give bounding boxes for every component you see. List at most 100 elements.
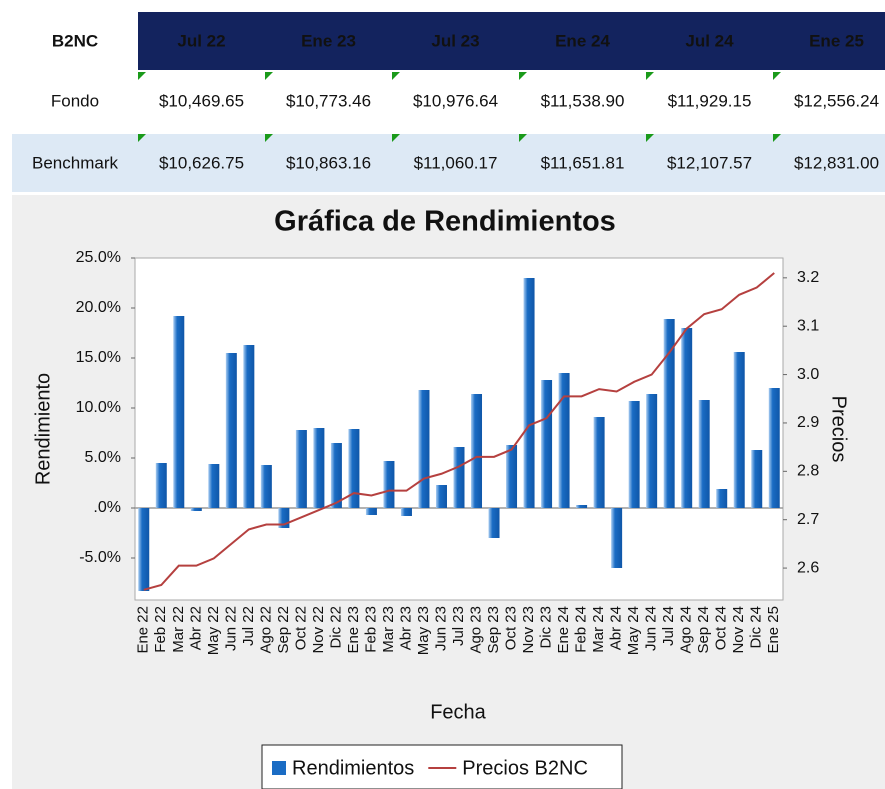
header-cell (265, 12, 392, 70)
header-cell (12, 12, 138, 70)
cell-text: $11,651.81 (541, 153, 625, 172)
y2-tick-label: 2.8 (797, 463, 819, 480)
bar (278, 508, 290, 528)
x-tick-label: Jul 22 (240, 606, 257, 646)
bar (243, 345, 255, 508)
y-tick-label: 15.0% (76, 349, 121, 366)
legend-label: Rendimientos (292, 757, 414, 779)
header-text: Ene 24 (555, 31, 610, 50)
cell-flag (392, 72, 400, 80)
x-tick-label: Nov 24 (730, 606, 747, 654)
y-tick-label: 20.0% (76, 299, 121, 316)
bar (488, 508, 500, 538)
cell-flag (265, 134, 273, 142)
cell-flag (773, 134, 781, 142)
x-tick-label: Abr 23 (397, 606, 414, 650)
cell-flag (519, 72, 527, 80)
x-tick-label: Ene 22 (135, 606, 152, 654)
cell-text: $10,626.75 (159, 153, 244, 172)
bar (208, 464, 220, 508)
bar (523, 278, 535, 508)
x-tick-label: Jun 24 (643, 606, 660, 651)
bar (383, 461, 395, 508)
bar (541, 380, 553, 508)
y2-tick-label: 3.2 (797, 269, 819, 286)
cell-text: $11,060.17 (414, 153, 498, 172)
x-tick-label: Ago 22 (257, 606, 274, 654)
bar (471, 394, 483, 508)
legend-swatch (272, 761, 286, 775)
x-tick-label: Feb 22 (152, 606, 169, 653)
price-line (143, 272, 775, 591)
x-tick-label: Sep 23 (485, 606, 502, 654)
header-text: Ene 25 (809, 31, 864, 50)
cell-text: Fondo (51, 91, 99, 110)
bar (400, 508, 412, 516)
bar (190, 508, 202, 511)
y2-tick-label: 3.0 (797, 366, 819, 383)
bar (663, 319, 675, 508)
x-tick-label: Jul 23 (450, 606, 467, 646)
bar (646, 394, 658, 508)
legend-label: Precios B2NC (462, 757, 588, 779)
bar (260, 465, 272, 508)
cell-flag (519, 134, 527, 142)
header-text: Jul 23 (431, 31, 479, 50)
bar (733, 352, 745, 508)
bar (576, 505, 588, 508)
bar (418, 390, 430, 508)
plot-area (134, 257, 784, 601)
x-tick-label: Dic 24 (748, 606, 765, 649)
y-axis-label: Rendimiento (32, 373, 54, 485)
bar (330, 443, 342, 508)
x-tick-label: Jun 22 (222, 606, 239, 651)
bar (628, 401, 640, 508)
cell-text: $10,773.46 (286, 91, 371, 110)
x-tick-label: May 22 (205, 606, 222, 655)
y-tick-label: 10.0% (76, 399, 121, 416)
x-tick-label: Feb 23 (362, 606, 379, 653)
bar (138, 508, 150, 591)
x-tick-label: Abr 24 (608, 606, 625, 650)
bar (313, 428, 325, 508)
x-tick-label: Nov 22 (310, 606, 327, 654)
header-cell (138, 12, 265, 70)
bar (681, 328, 693, 508)
x-tick-label: Nov 23 (520, 606, 537, 654)
cell-flag (138, 134, 146, 142)
cell-text: $12,831.00 (794, 153, 879, 172)
x-axis-label: Fecha (430, 701, 486, 723)
bar (611, 508, 623, 568)
cell-flag (392, 134, 400, 142)
header-cell (646, 12, 773, 70)
row-background (12, 134, 885, 192)
bar (768, 388, 780, 508)
x-tick-label: Sep 22 (275, 606, 292, 654)
header-cell (392, 12, 519, 70)
x-tick-label: Ene 24 (555, 606, 572, 654)
header-text: Jul 22 (177, 31, 225, 50)
chart-title: Gráfica de Rendimientos (274, 206, 616, 238)
x-tick-label: Dic 22 (327, 606, 344, 649)
bar (155, 463, 167, 508)
bar (453, 447, 465, 508)
x-tick-label: Sep 24 (695, 606, 712, 654)
cell-text: $10,863.16 (286, 153, 371, 172)
header-cell (519, 12, 646, 70)
x-tick-label: Oct 22 (292, 606, 309, 650)
x-tick-label: Ene 25 (765, 606, 782, 654)
x-tick-label: Abr 22 (187, 606, 204, 650)
x-tick-label: May 23 (415, 606, 432, 655)
bar (365, 508, 377, 515)
bar (173, 316, 185, 508)
x-tick-label: Ago 23 (467, 606, 484, 654)
y2-axis-label: Precios (828, 396, 850, 463)
bar (295, 430, 307, 508)
cell-flag (773, 72, 781, 80)
header-text: Ene 23 (301, 31, 356, 50)
cell-flag (646, 134, 654, 142)
bar (751, 450, 763, 508)
x-tick-label: Jun 23 (432, 606, 449, 651)
x-tick-label: Dic 23 (538, 606, 555, 649)
cell-flag (138, 72, 146, 80)
